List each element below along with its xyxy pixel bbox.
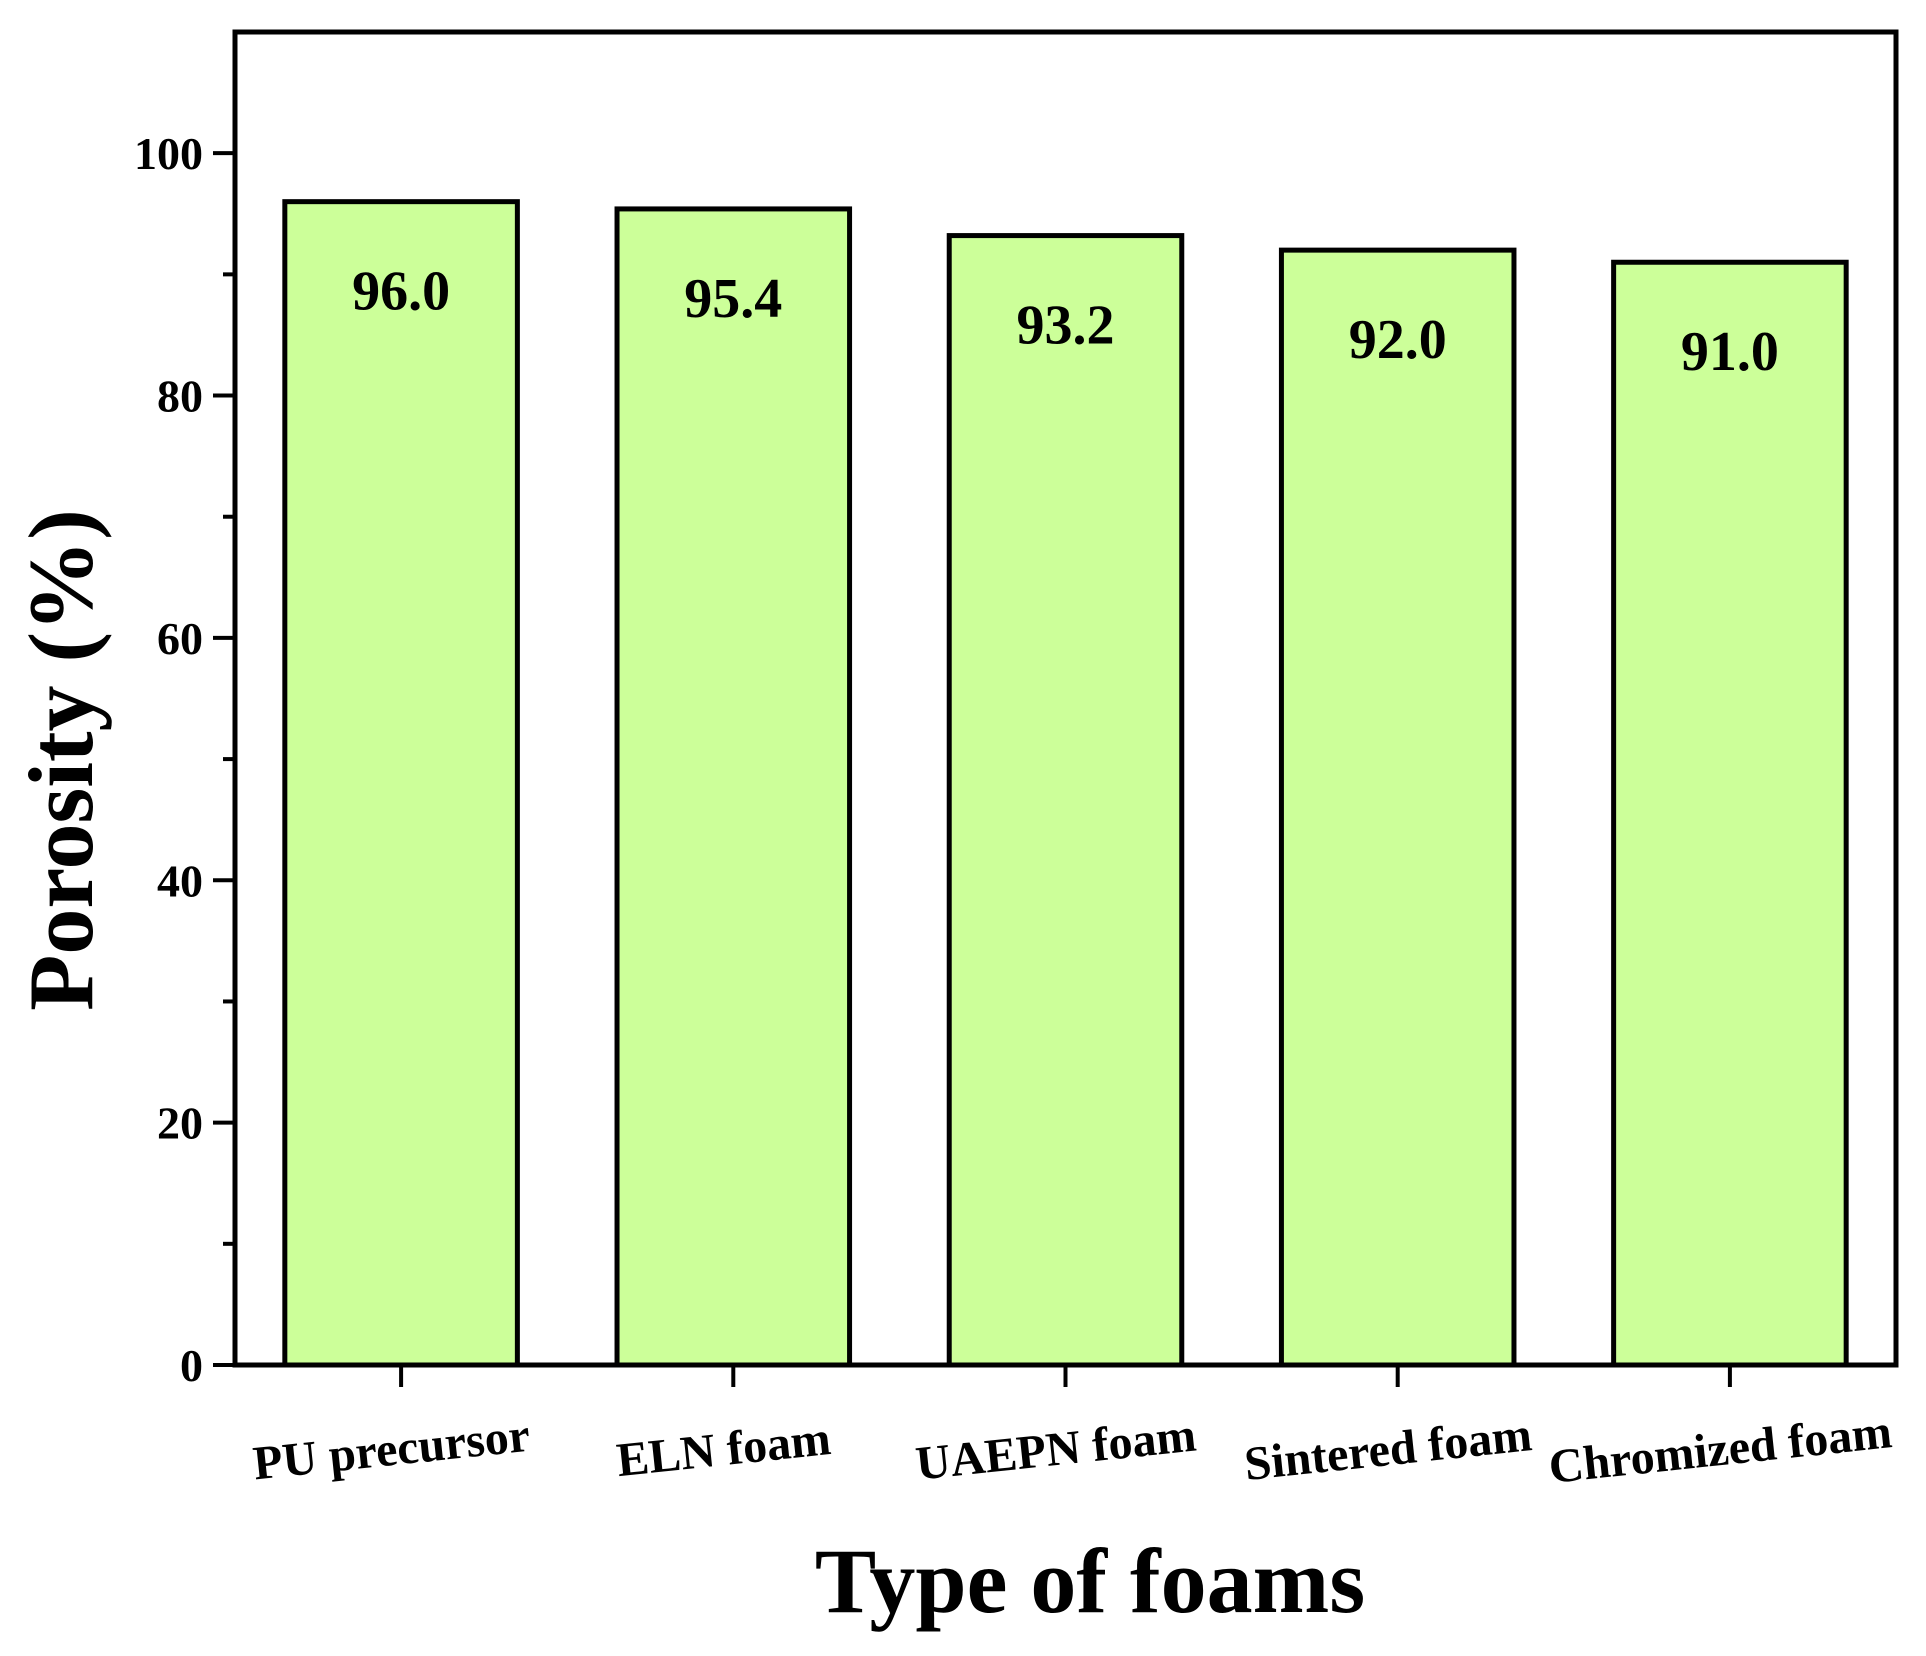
bar-1: [614, 206, 853, 1368]
x-tick-label-4: Chromized foam: [1546, 1405, 1894, 1494]
data-label-3: 92.0: [1349, 309, 1447, 371]
y-tick-label-0: 0: [180, 1340, 203, 1391]
y-tick-label-1: 20: [157, 1098, 203, 1149]
bars-layer: [282, 199, 1849, 1368]
x-axis-title: Type of foams: [815, 1530, 1365, 1632]
y-tick-label-4: 80: [157, 371, 203, 422]
bar-3: [1278, 247, 1517, 1368]
data-label-0: 96.0: [352, 261, 450, 323]
plot-frame: [232, 29, 1899, 1368]
y-axis-title: Porosity (%): [10, 509, 112, 1011]
data-label-2: 93.2: [1017, 295, 1115, 357]
y-tick-label-5: 100: [134, 128, 203, 179]
y-tick-label-2: 40: [157, 855, 203, 906]
x-tick-label-3: Sintered foam: [1242, 1408, 1534, 1491]
x-tick-label-0: PU precursor: [251, 1409, 533, 1491]
data-label-4: 91.0: [1681, 321, 1779, 383]
x-tick-label-1: ELN foam: [614, 1412, 833, 1487]
y-tick-label-3: 60: [157, 613, 203, 664]
bar-4: [1611, 259, 1849, 1368]
bar-2: [946, 233, 1185, 1368]
labels-layer: 96.0 PU precursor 95.4 ELN foam 93.2 UAEPN fo…: [134, 128, 1894, 1494]
bar-0: [282, 199, 520, 1368]
axes-layer: [213, 29, 1899, 1387]
x-tick-label-2: UAEPN foam: [913, 1409, 1198, 1491]
data-label-1: 95.4: [684, 268, 782, 330]
